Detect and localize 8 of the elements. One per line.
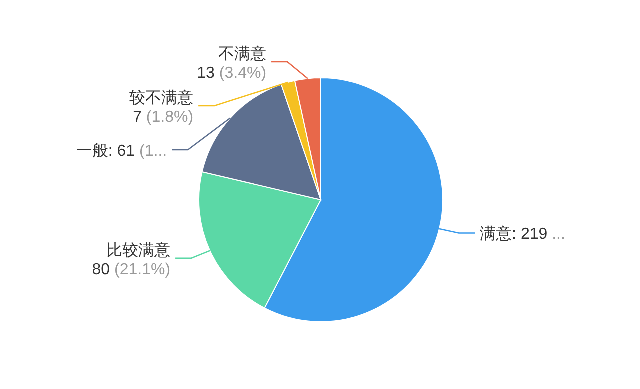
data-label: 13 (3.4%) [197, 65, 267, 82]
slice-label: 不满意 [218, 45, 267, 63]
data-label: 80 (21.1%) [92, 261, 171, 278]
slice-label: 一般: 61 (1... [76, 143, 168, 160]
data-label: 7 (1.8%) [133, 109, 194, 126]
slice-label: 满意: 219 ... [480, 225, 566, 244]
slice-label: 较不满意 [130, 89, 194, 107]
slice-label: 比较满意 [106, 241, 171, 260]
